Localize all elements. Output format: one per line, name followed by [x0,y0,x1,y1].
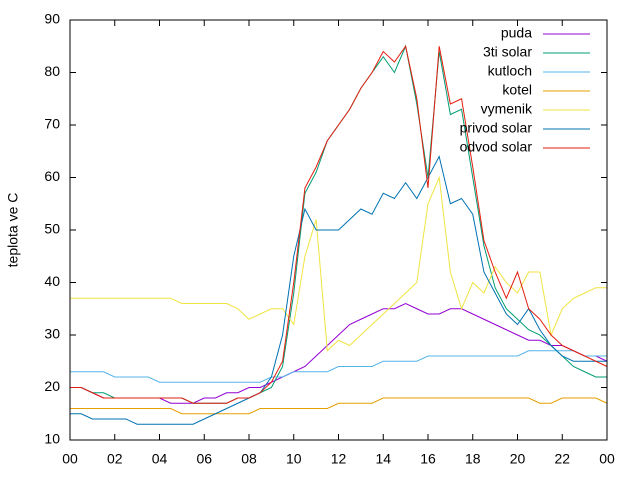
legend-label: vymenik [481,101,533,117]
x-tick-label: 22 [554,451,570,467]
y-tick-label: 90 [44,11,60,27]
x-tick-label: 16 [420,451,436,467]
x-tick-label: 18 [465,451,481,467]
plot-frame [69,19,608,441]
y-tick-label: 10 [44,431,60,447]
series-line [70,175,607,352]
y-tick-label: 30 [44,326,60,342]
y-tick-label: 80 [44,63,60,79]
x-tick-label: 04 [152,451,168,467]
legend-label: privod solar [460,120,533,136]
y-axis-label: teplota ve C [5,193,21,268]
legend-label: puda [501,25,532,41]
legend-label: 3ti solar [483,44,532,60]
legend-label: odvod solar [460,139,533,155]
x-tick-label: 14 [375,451,391,467]
legend-label: kutloch [488,63,532,79]
series-line [70,45,608,404]
series-line [70,350,607,383]
x-tick-label: 20 [510,451,526,467]
y-tick-label: 70 [44,116,60,132]
x-tick-label: 00 [62,451,78,467]
x-tick-label: 06 [196,451,212,467]
x-tick-label: 12 [331,451,347,467]
x-tick-label: 02 [107,451,123,467]
x-tick-label: 00 [599,451,615,467]
legend-label: kotel [502,82,532,98]
x-tick-label: 08 [241,451,257,467]
y-tick-label: 50 [44,221,60,237]
y-tick-label: 40 [44,273,60,289]
series-line [70,302,608,404]
x-tick-label: 10 [286,451,302,467]
series-line [70,155,607,425]
y-tick-label: 60 [44,168,60,184]
y-tick-label: 20 [44,378,60,394]
series-line [70,397,608,415]
